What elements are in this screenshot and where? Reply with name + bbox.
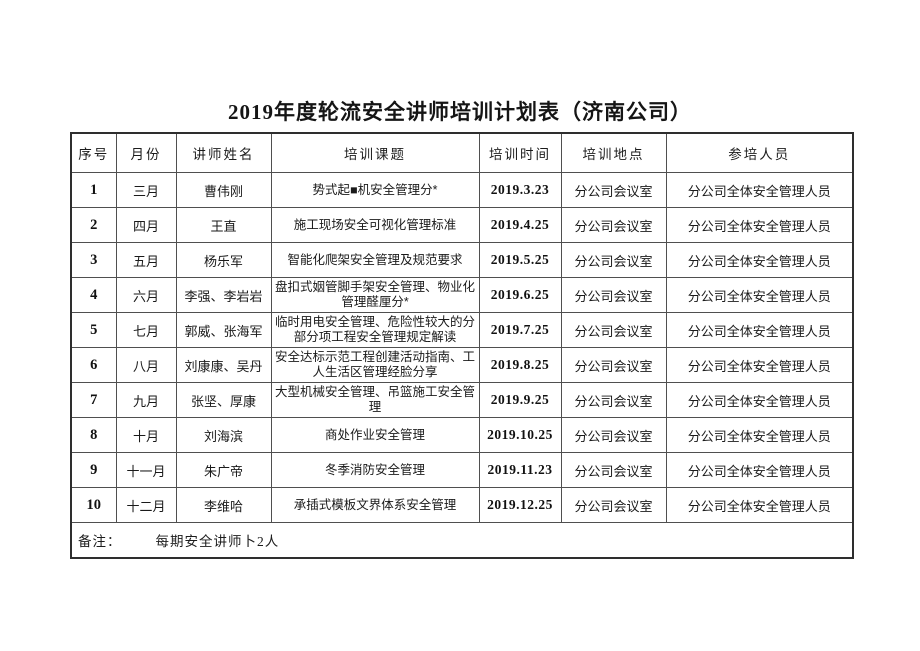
cell-topic: 智能化爬架安全管理及规范要求 [270, 242, 480, 278]
cell-topic: 大型机械安全管理、吊篮施工安全管理 [270, 382, 480, 418]
cell-location: 分公司会议室 [560, 487, 667, 523]
cell-topic: 安全达标示范工程创建活动指南、工人生活区管理经脸分享 [270, 347, 480, 383]
header-no: 序号 [70, 132, 117, 173]
cell-no: 3 [70, 242, 117, 278]
table-row: 3 五月 杨乐军 智能化爬架安全管理及规范要求 2019.5.25 分公司会议室… [70, 242, 854, 278]
table-row: 9 十一月 朱广帝 冬季消防安全管理 2019.11.23 分公司会议室 分公司… [70, 452, 854, 488]
header-time: 培训时间 [478, 132, 562, 173]
cell-location: 分公司会议室 [560, 417, 667, 453]
cell-month: 四月 [115, 207, 177, 243]
cell-lecturer: 张坚、厚康 [175, 382, 272, 418]
cell-topic: 势式起■机安全管理分* [270, 172, 480, 208]
cell-location: 分公司会议室 [560, 452, 667, 488]
cell-location: 分公司会议室 [560, 242, 667, 278]
cell-no: 8 [70, 417, 117, 453]
cell-location: 分公司会议室 [560, 347, 667, 383]
cell-time: 2019.4.25 [478, 207, 562, 243]
cell-topic: 冬季消防安全管理 [270, 452, 480, 488]
cell-lecturer: 杨乐军 [175, 242, 272, 278]
cell-lecturer: 朱广帝 [175, 452, 272, 488]
table-row: 7 九月 张坚、厚康 大型机械安全管理、吊篮施工安全管理 2019.9.25 分… [70, 382, 854, 418]
remark-row: 备注： 每期安全讲师卜2人 [70, 522, 854, 559]
table-row: 5 七月 郭威、张海军 临时用电安全管理、危险性较大的分部分项工程安全管理规定解… [70, 312, 854, 348]
table-row: 6 八月 刘康康、吴丹 安全达标示范工程创建活动指南、工人生活区管理经脸分享 2… [70, 347, 854, 383]
cell-location: 分公司会议室 [560, 312, 667, 348]
cell-lecturer: 刘康康、吴丹 [175, 347, 272, 383]
header-topic: 培训课题 [270, 132, 480, 173]
cell-month: 六月 [115, 277, 177, 313]
cell-time: 2019.9.25 [478, 382, 562, 418]
cell-participants: 分公司全体安全管理人员 [665, 452, 854, 488]
cell-participants: 分公司全体安全管理人员 [665, 347, 854, 383]
cell-month: 三月 [115, 172, 177, 208]
cell-no: 2 [70, 207, 117, 243]
cell-month: 十二月 [115, 487, 177, 523]
cell-month: 八月 [115, 347, 177, 383]
cell-location: 分公司会议室 [560, 172, 667, 208]
header-lecturer: 讲师姓名 [175, 132, 272, 173]
cell-lecturer: 郭威、张海军 [175, 312, 272, 348]
cell-participants: 分公司全体安全管理人员 [665, 277, 854, 313]
cell-no: 9 [70, 452, 117, 488]
remark-text: 每期安全讲师卜2人 [155, 534, 280, 549]
cell-participants: 分公司全体安全管理人员 [665, 487, 854, 523]
table-row: 8 十月 刘海滨 商处作业安全管理 2019.10.25 分公司会议室 分公司全… [70, 417, 854, 453]
cell-time: 2019.5.25 [478, 242, 562, 278]
cell-time: 2019.10.25 [478, 417, 562, 453]
cell-topic: 施工现场安全可视化管理标准 [270, 207, 480, 243]
remark-label: 备注： [78, 534, 122, 549]
cell-month: 七月 [115, 312, 177, 348]
remark-cell: 备注： 每期安全讲师卜2人 [70, 522, 854, 559]
cell-no: 4 [70, 277, 117, 313]
cell-location: 分公司会议室 [560, 207, 667, 243]
header-location: 培训地点 [560, 132, 667, 173]
cell-time: 2019.6.25 [478, 277, 562, 313]
cell-month: 十一月 [115, 452, 177, 488]
cell-time: 2019.12.25 [478, 487, 562, 523]
cell-time: 2019.3.23 [478, 172, 562, 208]
page-title: 2019年度轮流安全讲师培训计划表（济南公司） [228, 100, 692, 124]
cell-no: 5 [70, 312, 117, 348]
header-month: 月份 [115, 132, 177, 173]
cell-location: 分公司会议室 [560, 382, 667, 418]
cell-lecturer: 刘海滨 [175, 417, 272, 453]
cell-topic: 盘扣式姻管脚手架安全管理、物业化管理醛厘分* [270, 277, 480, 313]
cell-time: 2019.11.23 [478, 452, 562, 488]
cell-topic: 承插式模板文界体系安全管理 [270, 487, 480, 523]
header-participants: 参培人员 [665, 132, 854, 173]
cell-lecturer: 李强、李岩岩 [175, 277, 272, 313]
cell-participants: 分公司全体安全管理人员 [665, 207, 854, 243]
cell-topic: 商处作业安全管理 [270, 417, 480, 453]
cell-location: 分公司会议室 [560, 277, 667, 313]
cell-month: 五月 [115, 242, 177, 278]
cell-no: 7 [70, 382, 117, 418]
cell-participants: 分公司全体安全管理人员 [665, 382, 854, 418]
cell-no: 1 [70, 172, 117, 208]
table-row: 4 六月 李强、李岩岩 盘扣式姻管脚手架安全管理、物业化管理醛厘分* 2019.… [70, 277, 854, 313]
cell-time: 2019.8.25 [478, 347, 562, 383]
cell-participants: 分公司全体安全管理人员 [665, 172, 854, 208]
cell-lecturer: 李维哈 [175, 487, 272, 523]
cell-participants: 分公司全体安全管理人员 [665, 312, 854, 348]
training-plan-table: 序号 月份 讲师姓名 培训课题 培训时间 培训地点 参培人员 1 三月 曹伟刚 … [70, 132, 854, 559]
cell-month: 十月 [115, 417, 177, 453]
cell-no: 6 [70, 347, 117, 383]
cell-lecturer: 曹伟刚 [175, 172, 272, 208]
cell-participants: 分公司全体安全管理人员 [665, 417, 854, 453]
table-row: 10 十二月 李维哈 承插式模板文界体系安全管理 2019.12.25 分公司会… [70, 487, 854, 523]
cell-lecturer: 王直 [175, 207, 272, 243]
cell-month: 九月 [115, 382, 177, 418]
table-header-row: 序号 月份 讲师姓名 培训课题 培训时间 培训地点 参培人员 [70, 132, 854, 173]
table-row: 2 四月 王直 施工现场安全可视化管理标准 2019.4.25 分公司会议室 分… [70, 207, 854, 243]
table-row: 1 三月 曹伟刚 势式起■机安全管理分* 2019.3.23 分公司会议室 分公… [70, 172, 854, 208]
cell-time: 2019.7.25 [478, 312, 562, 348]
cell-participants: 分公司全体安全管理人员 [665, 242, 854, 278]
cell-topic: 临时用电安全管理、危险性较大的分部分项工程安全管理规定解读 [270, 312, 480, 348]
cell-no: 10 [70, 487, 117, 523]
